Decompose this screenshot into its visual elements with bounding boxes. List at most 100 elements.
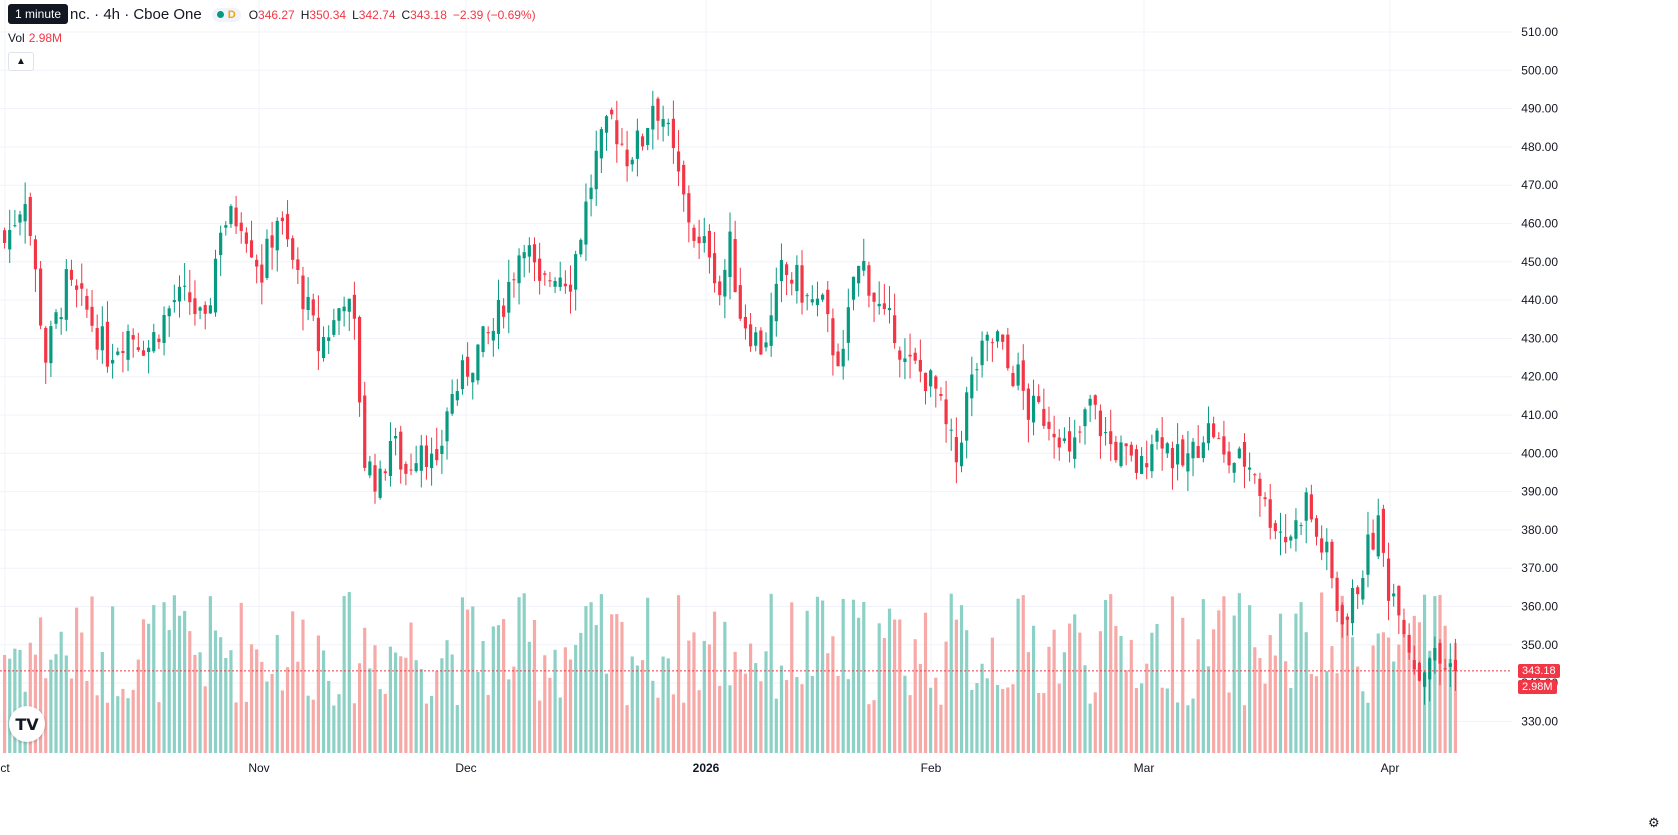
volume-bar: [574, 644, 578, 753]
candle-body: [1258, 478, 1262, 496]
candle-body: [1170, 447, 1175, 469]
market-status[interactable]: D: [211, 7, 241, 22]
tradingview-logo[interactable]: TV: [9, 706, 45, 742]
candle-body: [1150, 444, 1154, 472]
volume-bar: [682, 702, 686, 753]
volume-bar: [414, 660, 418, 753]
volume-bar: [8, 658, 12, 753]
candle-body: [131, 335, 135, 340]
candle-body: [1134, 449, 1139, 473]
volume-bar: [285, 667, 290, 753]
volume-bar: [327, 680, 331, 753]
candle-body: [1366, 534, 1370, 575]
last-price-badge: 343.18: [1518, 663, 1560, 678]
candle-body: [234, 207, 238, 227]
volume-bar: [651, 680, 655, 753]
volume-bar: [872, 700, 876, 753]
volume-bar: [748, 643, 753, 753]
volume-bar: [810, 676, 814, 753]
volume-bar: [265, 681, 269, 753]
candle-body: [95, 327, 99, 350]
price-axis[interactable]: 510.00 500.00 490.00 480.00 470.00 460.00 450.…: [1521, 25, 1558, 728]
volume-bar: [249, 644, 254, 753]
time-tick: Apr: [1381, 761, 1400, 775]
time-tick: 2026: [693, 761, 720, 775]
candle-body: [980, 340, 984, 366]
volume-bar: [589, 602, 593, 753]
volume-bar: [157, 702, 161, 753]
volume-bar: [893, 619, 897, 753]
volume-bar: [1412, 615, 1416, 753]
candle-body: [59, 317, 63, 320]
volume-bar: [826, 653, 830, 753]
candle-body: [23, 204, 27, 222]
volume-bar: [954, 619, 958, 753]
candle-body: [1129, 444, 1133, 456]
volume-bar: [18, 649, 22, 753]
volume-bar: [1278, 613, 1283, 753]
candle-body: [1320, 538, 1324, 553]
candle-body: [584, 201, 588, 245]
volume-bar: [64, 655, 68, 753]
candle-body: [857, 265, 861, 284]
volume-bar: [126, 698, 130, 753]
volume-bar: [167, 630, 171, 753]
volume-bar: [321, 650, 326, 753]
candle-body: [527, 245, 531, 257]
candle-body: [121, 350, 125, 353]
volume-bar: [1289, 688, 1293, 753]
candle-body: [1407, 634, 1411, 653]
volume-bar: [1150, 632, 1154, 753]
candle-body: [172, 300, 176, 303]
chevron-up-icon[interactable]: ▲: [8, 52, 34, 71]
candle-body: [1109, 431, 1113, 445]
volume-bar: [1402, 632, 1406, 753]
gear-icon[interactable]: ⚙: [1648, 815, 1660, 830]
candle-body: [316, 317, 321, 352]
candle-body: [748, 324, 753, 347]
volume-bar: [1145, 663, 1149, 753]
volume-bar: [712, 611, 717, 753]
candle-body: [502, 305, 506, 317]
volume-bar: [723, 621, 727, 753]
volume-bar: [1042, 693, 1046, 753]
price-tick: 430.00: [1521, 331, 1558, 345]
volume-bar: [363, 627, 367, 753]
volume-bar: [1057, 683, 1061, 753]
volume-bar: [666, 658, 670, 753]
time-axis[interactable]: ct Nov Dec 2026 Feb Mar Apr: [0, 761, 1399, 775]
candle-body: [1371, 532, 1375, 550]
candle-body: [769, 315, 773, 346]
candle-body: [1345, 616, 1349, 620]
volume-legend: Vol 2.98M: [8, 31, 62, 45]
volume-bar: [85, 680, 89, 753]
volume-bar: [409, 622, 413, 753]
volume-bar: [450, 654, 454, 753]
volume-bar: [424, 703, 429, 753]
symbol-title[interactable]: nc. · 4h · Cboe One: [70, 6, 202, 23]
volume-bar: [610, 614, 614, 753]
candle-body: [337, 308, 341, 321]
candle-body: [867, 265, 871, 296]
volume-bar: [275, 634, 279, 753]
volume-bar: [1052, 629, 1056, 753]
volume-bar: [1376, 633, 1380, 753]
volume-bar: [1284, 661, 1288, 753]
volume-bar: [1016, 598, 1020, 753]
volume-bar: [38, 617, 43, 753]
volume-bar: [373, 645, 377, 753]
volume-bar: [162, 602, 166, 753]
volume-bar: [203, 686, 207, 753]
volume-bar: [141, 619, 146, 753]
volume-bar: [466, 609, 470, 753]
candle-body: [1237, 448, 1241, 459]
candle-body: [754, 332, 758, 346]
volume-bar: [1345, 616, 1349, 753]
volume-bar: [198, 652, 202, 753]
volume-bar: [728, 685, 732, 753]
candle-body: [111, 359, 115, 364]
candle-body: [692, 227, 696, 241]
candle-body: [532, 244, 537, 263]
volume-bar: [301, 619, 305, 753]
